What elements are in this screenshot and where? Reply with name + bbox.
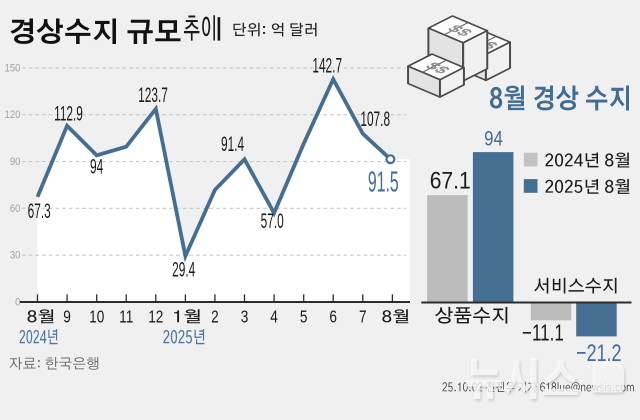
svg-text:123.7: 123.7	[138, 84, 168, 107]
svg-text:5: 5	[300, 308, 308, 327]
svg-text:120: 120	[5, 110, 21, 122]
svg-text:107.8: 107.8	[360, 108, 390, 131]
svg-text:4: 4	[270, 308, 278, 327]
svg-text:112.9: 112.9	[54, 102, 83, 125]
svg-text:10: 10	[89, 308, 104, 327]
svg-text:30: 30	[10, 250, 21, 262]
svg-text:94: 94	[90, 155, 103, 178]
svg-text:9: 9	[63, 308, 71, 327]
svg-text:67.3: 67.3	[28, 199, 51, 222]
svg-text:12: 12	[148, 308, 163, 327]
svg-text:−21.2: −21.2	[576, 339, 621, 366]
svg-text:2: 2	[211, 308, 219, 327]
svg-text:142.7: 142.7	[312, 54, 342, 77]
svg-text:3: 3	[241, 308, 249, 327]
svg-text:67.1: 67.1	[430, 166, 471, 194]
svg-text:6: 6	[329, 308, 337, 327]
svg-text:29.4: 29.4	[172, 258, 195, 281]
svg-text:7: 7	[359, 308, 367, 327]
svg-text:60: 60	[10, 203, 21, 215]
svg-text:94: 94	[484, 128, 503, 151]
svg-text:0: 0	[15, 297, 21, 309]
svg-text:91.4: 91.4	[221, 133, 244, 156]
svg-text:91.5: 91.5	[368, 165, 399, 197]
svg-text:−11.1: −11.1	[522, 321, 564, 346]
svg-text:57.0: 57.0	[261, 210, 284, 233]
svg-text:150: 150	[5, 63, 21, 75]
svg-text:11: 11	[119, 308, 133, 327]
svg-text:90: 90	[10, 156, 21, 168]
